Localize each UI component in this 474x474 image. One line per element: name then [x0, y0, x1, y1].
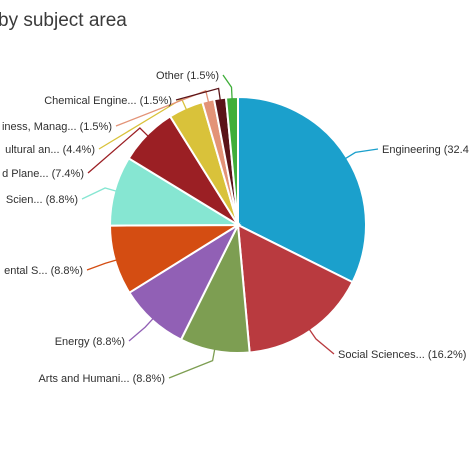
leader-line-2	[308, 328, 335, 355]
leader-line-7	[87, 127, 149, 174]
leader-line-1	[344, 148, 379, 160]
slice-label-6: Scien... (8.8%)	[6, 194, 78, 206]
leader-lines-layer	[81, 74, 379, 379]
slice-label-4: Energy (8.8%)	[55, 336, 125, 348]
leader-line-4	[128, 317, 154, 342]
slice-label-1: Engineering (32.4	[382, 144, 469, 156]
slice-label-8: ultural an... (4.4%)	[5, 144, 95, 156]
leader-line-5	[86, 259, 118, 271]
slice-label-7: d Plane... (7.4%)	[2, 168, 84, 180]
slice-label-2: Social Sciences... (16.2%)	[338, 349, 466, 361]
slice-label-5: ental S... (8.8%)	[4, 265, 83, 277]
slices-layer	[108, 95, 367, 354]
slice-label-3: Arts and Humani... (8.8%)	[38, 373, 165, 385]
leader-line-10	[175, 87, 221, 101]
labels-layer: Engineering (32.4 Social Sciences... (16.…	[2, 70, 469, 385]
slice-label-11: Other (1.5%)	[156, 70, 219, 82]
leader-line-11	[222, 74, 233, 100]
chart-title: by subject area	[0, 10, 127, 31]
leader-line-3	[168, 348, 216, 379]
slice-label-9: iness, Manag... (1.5%)	[2, 121, 112, 133]
slice-label-10: Chemical Engine... (1.5%)	[44, 95, 172, 107]
leader-line-9	[115, 89, 210, 127]
leader-line-6	[81, 187, 117, 200]
